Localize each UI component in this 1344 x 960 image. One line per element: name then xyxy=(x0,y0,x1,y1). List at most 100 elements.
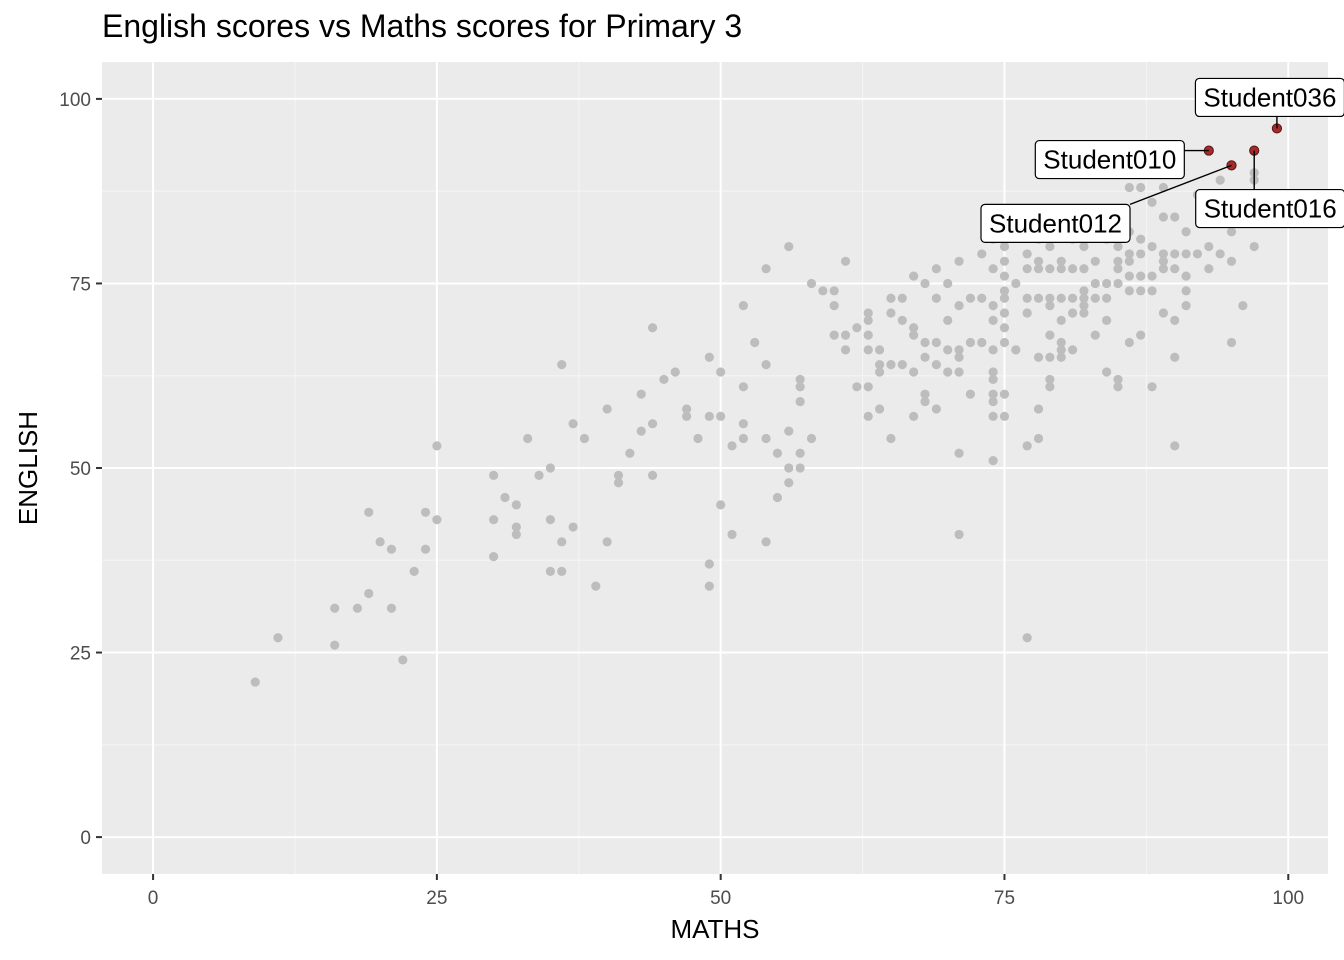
data-point xyxy=(920,278,930,289)
data-point xyxy=(557,360,567,370)
data-point xyxy=(772,448,783,458)
data-point xyxy=(1170,352,1180,362)
x-axis-title: MATHS xyxy=(670,914,759,944)
data-point xyxy=(977,337,987,348)
data-point xyxy=(420,507,431,517)
data-point xyxy=(1045,352,1055,362)
data-point xyxy=(1124,182,1134,193)
data-point xyxy=(818,286,828,296)
data-point xyxy=(954,352,964,362)
data-point xyxy=(909,330,919,340)
data-point xyxy=(511,522,521,532)
data-point xyxy=(886,433,896,444)
data-point xyxy=(647,323,658,333)
data-point xyxy=(1056,315,1066,325)
data-point xyxy=(909,411,919,421)
data-point xyxy=(1056,352,1066,362)
data-point xyxy=(704,352,714,362)
data-point xyxy=(1170,249,1180,259)
data-point xyxy=(1033,433,1044,444)
data-point xyxy=(1090,278,1100,289)
data-point xyxy=(647,419,658,429)
data-point xyxy=(1249,241,1259,252)
data-point xyxy=(420,544,431,554)
data-point xyxy=(999,308,1010,318)
data-point xyxy=(1045,374,1055,385)
data-point xyxy=(534,470,544,480)
data-point xyxy=(523,433,533,444)
data-point xyxy=(999,241,1010,252)
data-point xyxy=(988,367,998,377)
data-point xyxy=(988,315,998,325)
data-point xyxy=(1158,308,1168,318)
data-point xyxy=(988,301,998,311)
data-point xyxy=(931,264,941,274)
data-point xyxy=(999,256,1010,266)
data-point xyxy=(682,411,692,421)
data-point xyxy=(1011,345,1021,355)
data-point xyxy=(738,419,748,429)
data-point xyxy=(795,374,805,385)
data-point xyxy=(568,419,578,429)
data-point xyxy=(897,293,907,303)
data-point xyxy=(999,411,1010,421)
data-point xyxy=(704,581,714,591)
data-point xyxy=(920,337,930,348)
data-point xyxy=(1079,293,1089,303)
data-point xyxy=(1158,256,1168,266)
data-point xyxy=(1136,286,1146,296)
data-point xyxy=(920,389,930,399)
data-point xyxy=(988,374,998,385)
data-point xyxy=(693,433,703,444)
data-point xyxy=(727,441,737,451)
data-point xyxy=(1181,286,1191,296)
chart-title: English scores vs Maths scores for Prima… xyxy=(102,8,743,44)
data-point xyxy=(829,330,839,340)
data-point xyxy=(568,522,578,532)
point-label-connector xyxy=(1129,164,1232,205)
data-point xyxy=(1022,264,1032,274)
data-points xyxy=(250,123,1282,687)
data-point xyxy=(1113,264,1123,274)
data-point xyxy=(954,256,964,266)
data-point xyxy=(965,293,976,303)
point-label-box xyxy=(980,203,1131,243)
data-point xyxy=(784,241,794,252)
data-point xyxy=(364,507,374,517)
data-point xyxy=(398,655,408,665)
data-point xyxy=(988,411,998,421)
data-point xyxy=(364,588,374,599)
data-point xyxy=(1226,227,1237,237)
data-point xyxy=(738,382,748,392)
data-point xyxy=(897,315,907,325)
data-point xyxy=(875,404,885,414)
data-point xyxy=(1056,345,1066,355)
point-label-box xyxy=(1034,139,1185,180)
data-point xyxy=(1124,256,1134,266)
x-tick-label: 100 xyxy=(1272,888,1304,909)
y-tick-label: 100 xyxy=(59,90,91,111)
data-point xyxy=(1238,301,1248,311)
point-label: Student036 xyxy=(1194,77,1344,118)
data-point xyxy=(875,360,885,370)
data-point xyxy=(920,396,930,407)
data-point xyxy=(1022,308,1032,318)
data-point xyxy=(557,537,567,547)
data-point xyxy=(1147,382,1157,392)
data-point xyxy=(1022,633,1032,643)
data-point xyxy=(784,478,794,488)
data-point xyxy=(1124,286,1134,296)
x-tick-label: 50 xyxy=(710,888,731,909)
data-point xyxy=(852,382,862,392)
data-point xyxy=(863,345,873,355)
data-point xyxy=(909,367,919,377)
point-label: Student016 xyxy=(1195,188,1344,229)
data-point xyxy=(1045,301,1055,311)
data-point xyxy=(602,537,612,547)
data-point xyxy=(1102,278,1112,289)
x-tick-label: 0 xyxy=(148,888,159,909)
data-point xyxy=(943,315,953,325)
data-point xyxy=(999,286,1010,296)
data-point xyxy=(375,537,385,547)
data-point xyxy=(386,544,397,554)
